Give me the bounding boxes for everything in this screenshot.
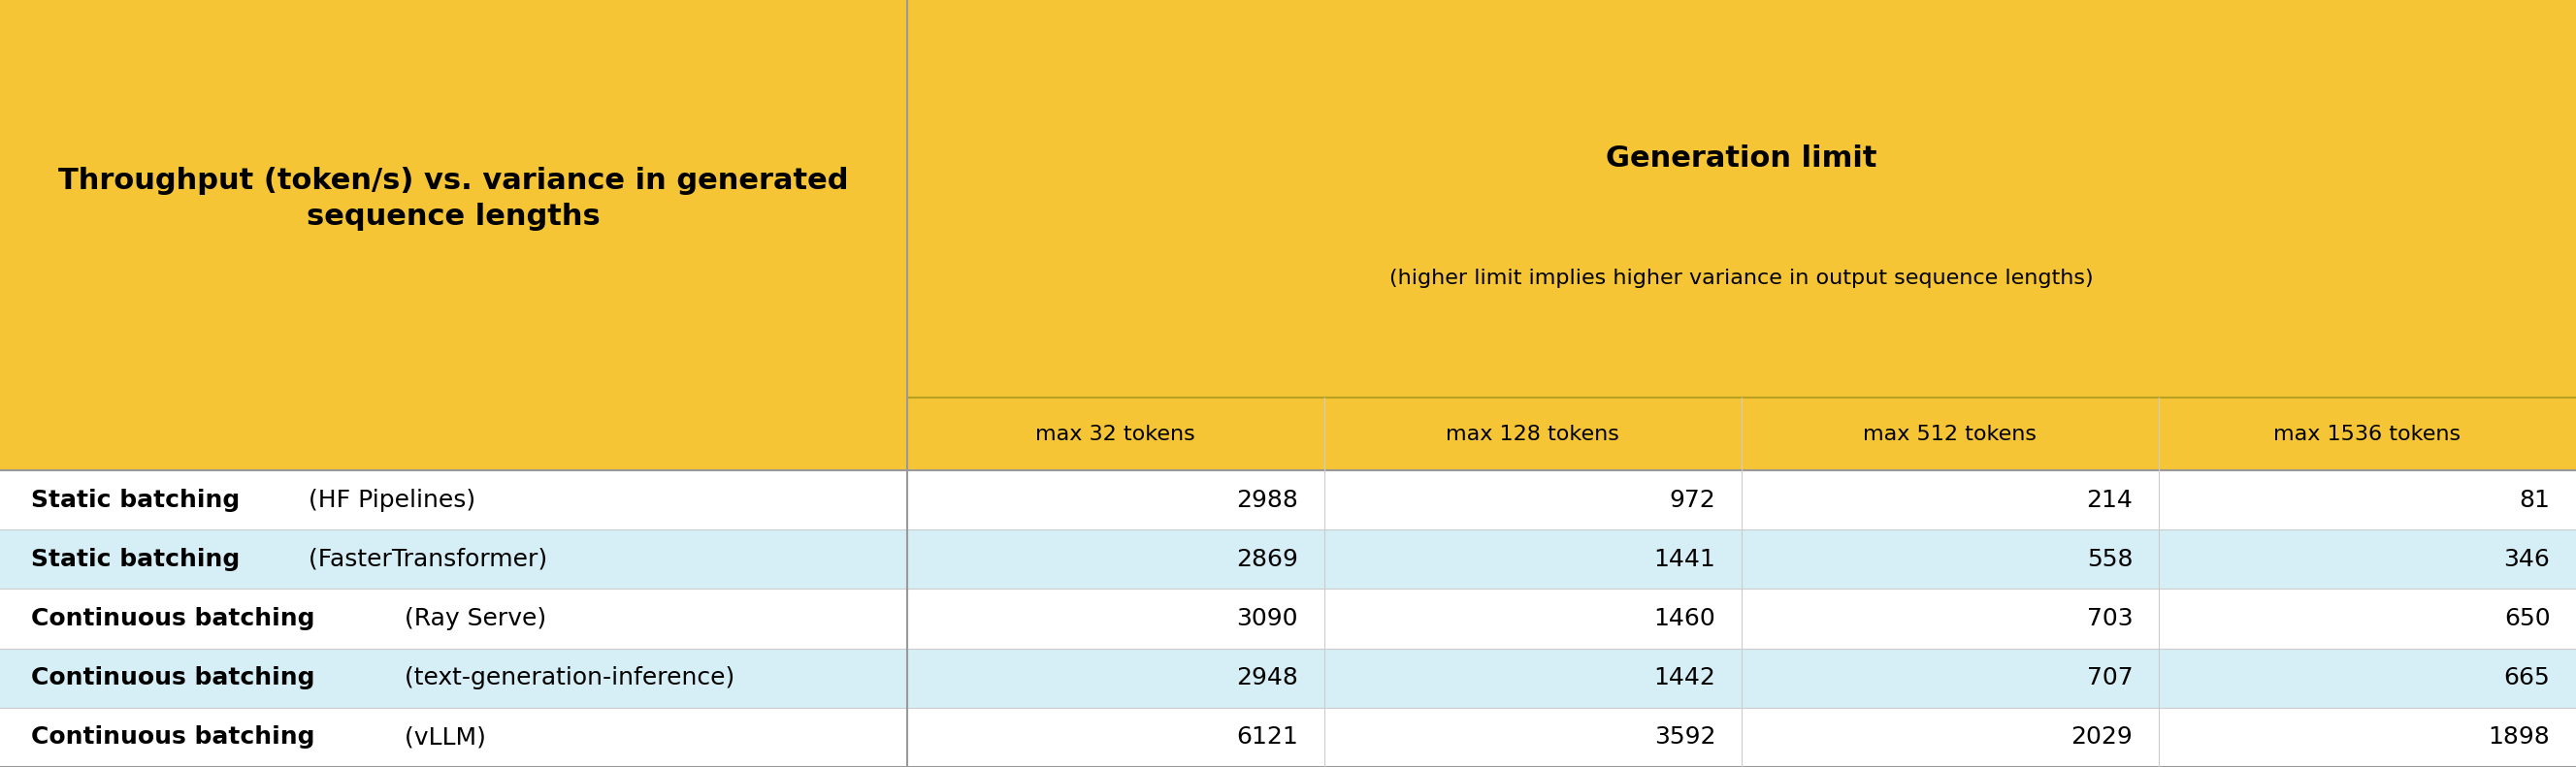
Text: 1442: 1442 — [1654, 667, 1716, 690]
Text: 2869: 2869 — [1236, 548, 1298, 571]
Bar — [0, 648, 2576, 708]
Bar — [0, 530, 2576, 589]
Text: Static batching: Static batching — [31, 489, 240, 512]
Text: 81: 81 — [2519, 489, 2550, 512]
Text: (FasterTransformer): (FasterTransformer) — [301, 548, 546, 571]
Text: 1898: 1898 — [2488, 726, 2550, 749]
Bar — [0, 470, 2576, 530]
Text: 3090: 3090 — [1236, 607, 1298, 630]
Text: Static batching: Static batching — [31, 548, 240, 571]
Text: max 32 tokens: max 32 tokens — [1036, 424, 1195, 443]
Text: 6121: 6121 — [1236, 726, 1298, 749]
Text: (Ray Serve): (Ray Serve) — [397, 607, 546, 630]
Text: Continuous batching: Continuous batching — [31, 607, 314, 630]
Text: (vLLM): (vLLM) — [397, 726, 487, 749]
Text: 650: 650 — [2504, 607, 2550, 630]
Text: 2988: 2988 — [1236, 489, 1298, 512]
Bar — [0, 0, 2576, 397]
Text: (HF Pipelines): (HF Pipelines) — [301, 489, 474, 512]
Bar — [0, 589, 2576, 648]
Text: (text-generation-inference): (text-generation-inference) — [397, 667, 734, 690]
Text: Generation limit: Generation limit — [1605, 145, 1878, 173]
Text: (higher limit implies higher variance in output sequence lengths): (higher limit implies higher variance in… — [1388, 268, 2094, 288]
Text: max 1536 tokens: max 1536 tokens — [2275, 424, 2460, 443]
Text: 1460: 1460 — [1654, 607, 1716, 630]
Text: 703: 703 — [2087, 607, 2133, 630]
Text: 214: 214 — [2087, 489, 2133, 512]
Bar — [0, 397, 2576, 470]
Text: max 128 tokens: max 128 tokens — [1445, 424, 1620, 443]
Text: 3592: 3592 — [1654, 726, 1716, 749]
Text: 665: 665 — [2504, 667, 2550, 690]
Text: 558: 558 — [2087, 548, 2133, 571]
Text: 1441: 1441 — [1654, 548, 1716, 571]
Text: max 512 tokens: max 512 tokens — [1862, 424, 2038, 443]
Text: 346: 346 — [2504, 548, 2550, 571]
Text: Continuous batching: Continuous batching — [31, 667, 314, 690]
Text: Continuous batching: Continuous batching — [31, 726, 314, 749]
Text: 972: 972 — [1669, 489, 1716, 512]
Text: Throughput (token/s) vs. variance in generated
sequence lengths: Throughput (token/s) vs. variance in gen… — [59, 166, 848, 231]
Text: 2948: 2948 — [1236, 667, 1298, 690]
Bar — [0, 708, 2576, 767]
Text: 2029: 2029 — [2071, 726, 2133, 749]
Text: 707: 707 — [2087, 667, 2133, 690]
